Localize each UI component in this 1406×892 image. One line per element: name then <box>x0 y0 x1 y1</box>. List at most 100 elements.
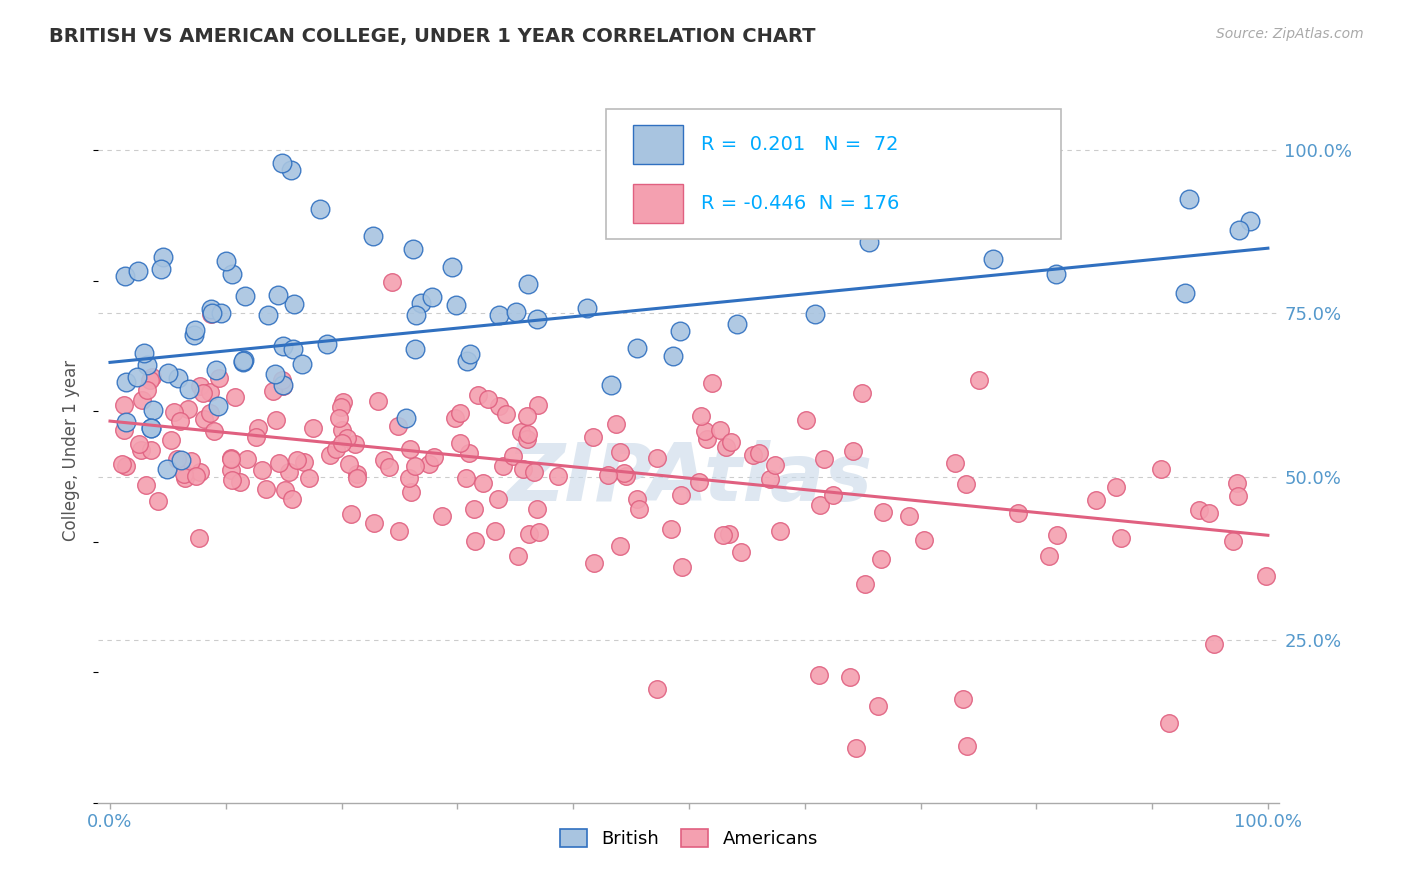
Point <box>315 337 337 351</box>
Point <box>139 421 162 435</box>
Point <box>1188 503 1211 517</box>
Point <box>219 452 242 467</box>
Point <box>488 399 510 413</box>
Text: R = -0.446  N = 176: R = -0.446 N = 176 <box>700 194 898 213</box>
Point <box>205 362 228 376</box>
Point <box>695 424 717 438</box>
Point <box>1226 489 1249 503</box>
Point <box>200 406 222 420</box>
Point <box>898 509 921 524</box>
Point <box>626 342 648 356</box>
Point <box>596 468 619 483</box>
Point <box>115 458 138 473</box>
Point <box>952 692 974 706</box>
Point <box>278 465 301 479</box>
Text: Source: ZipAtlas.com: Source: ZipAtlas.com <box>1216 27 1364 41</box>
Point <box>229 475 252 489</box>
Bar <box>634 184 683 223</box>
Point <box>395 411 418 425</box>
Point <box>512 462 534 476</box>
Point <box>741 448 763 462</box>
Point <box>464 534 486 549</box>
Point <box>794 413 817 427</box>
Point <box>264 413 287 427</box>
Point <box>170 452 193 467</box>
Point <box>340 507 363 521</box>
Point <box>671 488 693 502</box>
Point <box>807 668 830 682</box>
Point <box>245 430 267 444</box>
Point <box>716 441 738 455</box>
Point <box>858 235 880 249</box>
Point <box>114 416 136 430</box>
Point <box>157 366 180 380</box>
Point <box>870 551 893 566</box>
Point <box>688 475 710 489</box>
Point <box>516 427 538 442</box>
Point <box>173 467 195 481</box>
Point <box>198 385 221 400</box>
Point <box>381 276 404 290</box>
Point <box>281 491 304 506</box>
Point <box>730 544 752 558</box>
Point <box>337 457 360 471</box>
Point <box>456 353 478 368</box>
Point <box>166 452 188 467</box>
Point <box>690 409 713 423</box>
Point <box>668 325 690 339</box>
Point <box>149 262 172 277</box>
Point <box>114 269 136 284</box>
Point <box>605 417 627 431</box>
Point <box>516 277 538 291</box>
Point <box>725 317 748 331</box>
Point <box>614 469 637 483</box>
Point <box>167 371 190 385</box>
Point <box>671 560 693 574</box>
Point <box>188 466 211 480</box>
Point <box>136 358 159 372</box>
Point <box>190 379 212 393</box>
Point <box>180 454 202 468</box>
Point <box>969 373 991 387</box>
Point <box>1239 214 1261 228</box>
Point <box>344 437 367 451</box>
Point <box>440 260 463 274</box>
Point <box>813 452 835 467</box>
Point <box>330 423 353 437</box>
Point <box>263 367 285 381</box>
Point <box>398 470 420 484</box>
Point <box>547 469 569 483</box>
Point <box>280 162 302 177</box>
Point <box>271 373 294 387</box>
Point <box>1226 476 1249 491</box>
Point <box>769 524 792 539</box>
Point <box>219 463 242 477</box>
Point <box>221 267 243 281</box>
Point <box>387 419 409 434</box>
Point <box>583 556 606 570</box>
Point <box>139 420 162 434</box>
Point <box>709 423 731 437</box>
Point <box>477 392 499 407</box>
Point <box>257 308 280 322</box>
Point <box>132 345 155 359</box>
Point <box>319 448 342 462</box>
Point <box>115 376 138 390</box>
Point <box>804 307 827 321</box>
Point <box>274 483 297 497</box>
Point <box>613 466 636 480</box>
Point <box>404 459 426 474</box>
Point <box>1105 480 1128 494</box>
Point <box>1084 493 1107 508</box>
Point <box>700 376 723 391</box>
Point <box>254 482 277 496</box>
Point <box>127 264 149 278</box>
Point <box>221 473 243 487</box>
Point <box>129 442 152 457</box>
Point <box>298 471 321 485</box>
Point <box>169 414 191 428</box>
Point <box>486 492 509 507</box>
Point <box>291 357 314 371</box>
Point <box>177 382 200 396</box>
Point <box>422 290 444 304</box>
